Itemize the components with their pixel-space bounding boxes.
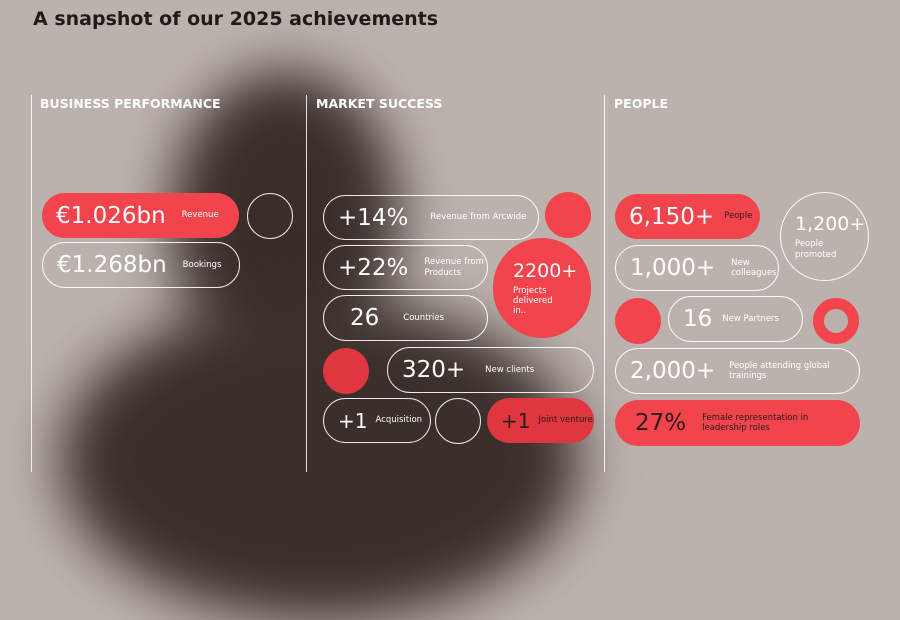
decoration xyxy=(545,192,591,238)
stat-label: New clients xyxy=(485,364,535,375)
stat-label: People promoted xyxy=(795,239,837,260)
section-heading: BUSINESS PERFORMANCE xyxy=(40,96,221,111)
stat-label: New Partners xyxy=(722,313,779,324)
stat-label: Revenue xyxy=(181,210,219,221)
stat: 6,150+ People xyxy=(615,194,760,239)
stat-value: 26 xyxy=(350,305,380,331)
stat: 27% Female representation in leadership r… xyxy=(615,400,860,446)
stat-value: +22% xyxy=(338,254,409,281)
stat-value: +1 xyxy=(338,408,368,433)
stat-label: Revenue from Products xyxy=(424,257,484,278)
stat-label: People attending global trainings xyxy=(729,360,830,381)
stat: 1,000+ New colleagues xyxy=(615,245,779,291)
stat-label: Countries xyxy=(403,312,445,323)
stat-value: 6,150+ xyxy=(629,203,715,230)
stat: 16 New Partners xyxy=(668,296,803,342)
divider xyxy=(604,95,605,472)
stat-value: €1.026bn xyxy=(56,202,166,229)
stat: +1 Acquisition xyxy=(323,398,431,443)
stat-label: Female representation in leadership role… xyxy=(702,412,809,433)
stat-value: 1,000+ xyxy=(630,255,716,281)
page: A snapshot of our 2025 achievements BUSI… xyxy=(31,8,869,620)
stat: 2,000+ People attending global trainings xyxy=(615,348,860,394)
stat-label: New colleagues xyxy=(731,257,777,278)
decoration xyxy=(247,193,293,239)
stat: 2200+ Projects delivered in.. xyxy=(493,238,591,338)
stat: €1.026bn Revenue xyxy=(42,193,239,238)
decoration xyxy=(323,348,369,394)
stat-value: 2,000+ xyxy=(630,358,716,384)
decoration xyxy=(615,298,661,344)
stat-label: People xyxy=(724,211,753,222)
stat: +1 Joint venture xyxy=(487,398,594,443)
divider xyxy=(31,95,32,472)
stat-label: Acquisition xyxy=(375,415,423,426)
stat: 26 Countries xyxy=(323,295,488,341)
stat: 320+ New clients xyxy=(387,347,594,393)
stat: +22% Revenue from Products xyxy=(323,245,488,290)
decoration xyxy=(435,398,481,444)
decoration xyxy=(813,298,859,344)
stat-value: 1,200+ xyxy=(795,213,866,236)
stat-label: Projects delivered in.. xyxy=(513,285,553,317)
stat-value: €1.268bn xyxy=(57,252,167,278)
section-heading: MARKET SUCCESS xyxy=(316,96,443,111)
stat-value: +1 xyxy=(501,408,531,433)
stat-label: Bookings xyxy=(182,259,222,270)
stat-value: 27% xyxy=(635,410,687,436)
divider xyxy=(306,95,307,472)
section-heading: PEOPLE xyxy=(614,96,668,111)
stat: +14% Revenue from Arcwide xyxy=(323,195,539,240)
stat-value: 16 xyxy=(683,306,713,332)
stat-value: 2200+ xyxy=(513,259,578,282)
stat: 1,200+ People promoted xyxy=(780,192,869,281)
stat-value: 320+ xyxy=(402,357,466,383)
stat-label: Revenue from Arcwide xyxy=(430,212,527,223)
stat: €1.268bn Bookings xyxy=(42,242,240,288)
title: A snapshot of our 2025 achievements xyxy=(33,8,439,30)
stat-value: +14% xyxy=(338,204,409,231)
stat-label: Joint venture xyxy=(538,415,593,426)
